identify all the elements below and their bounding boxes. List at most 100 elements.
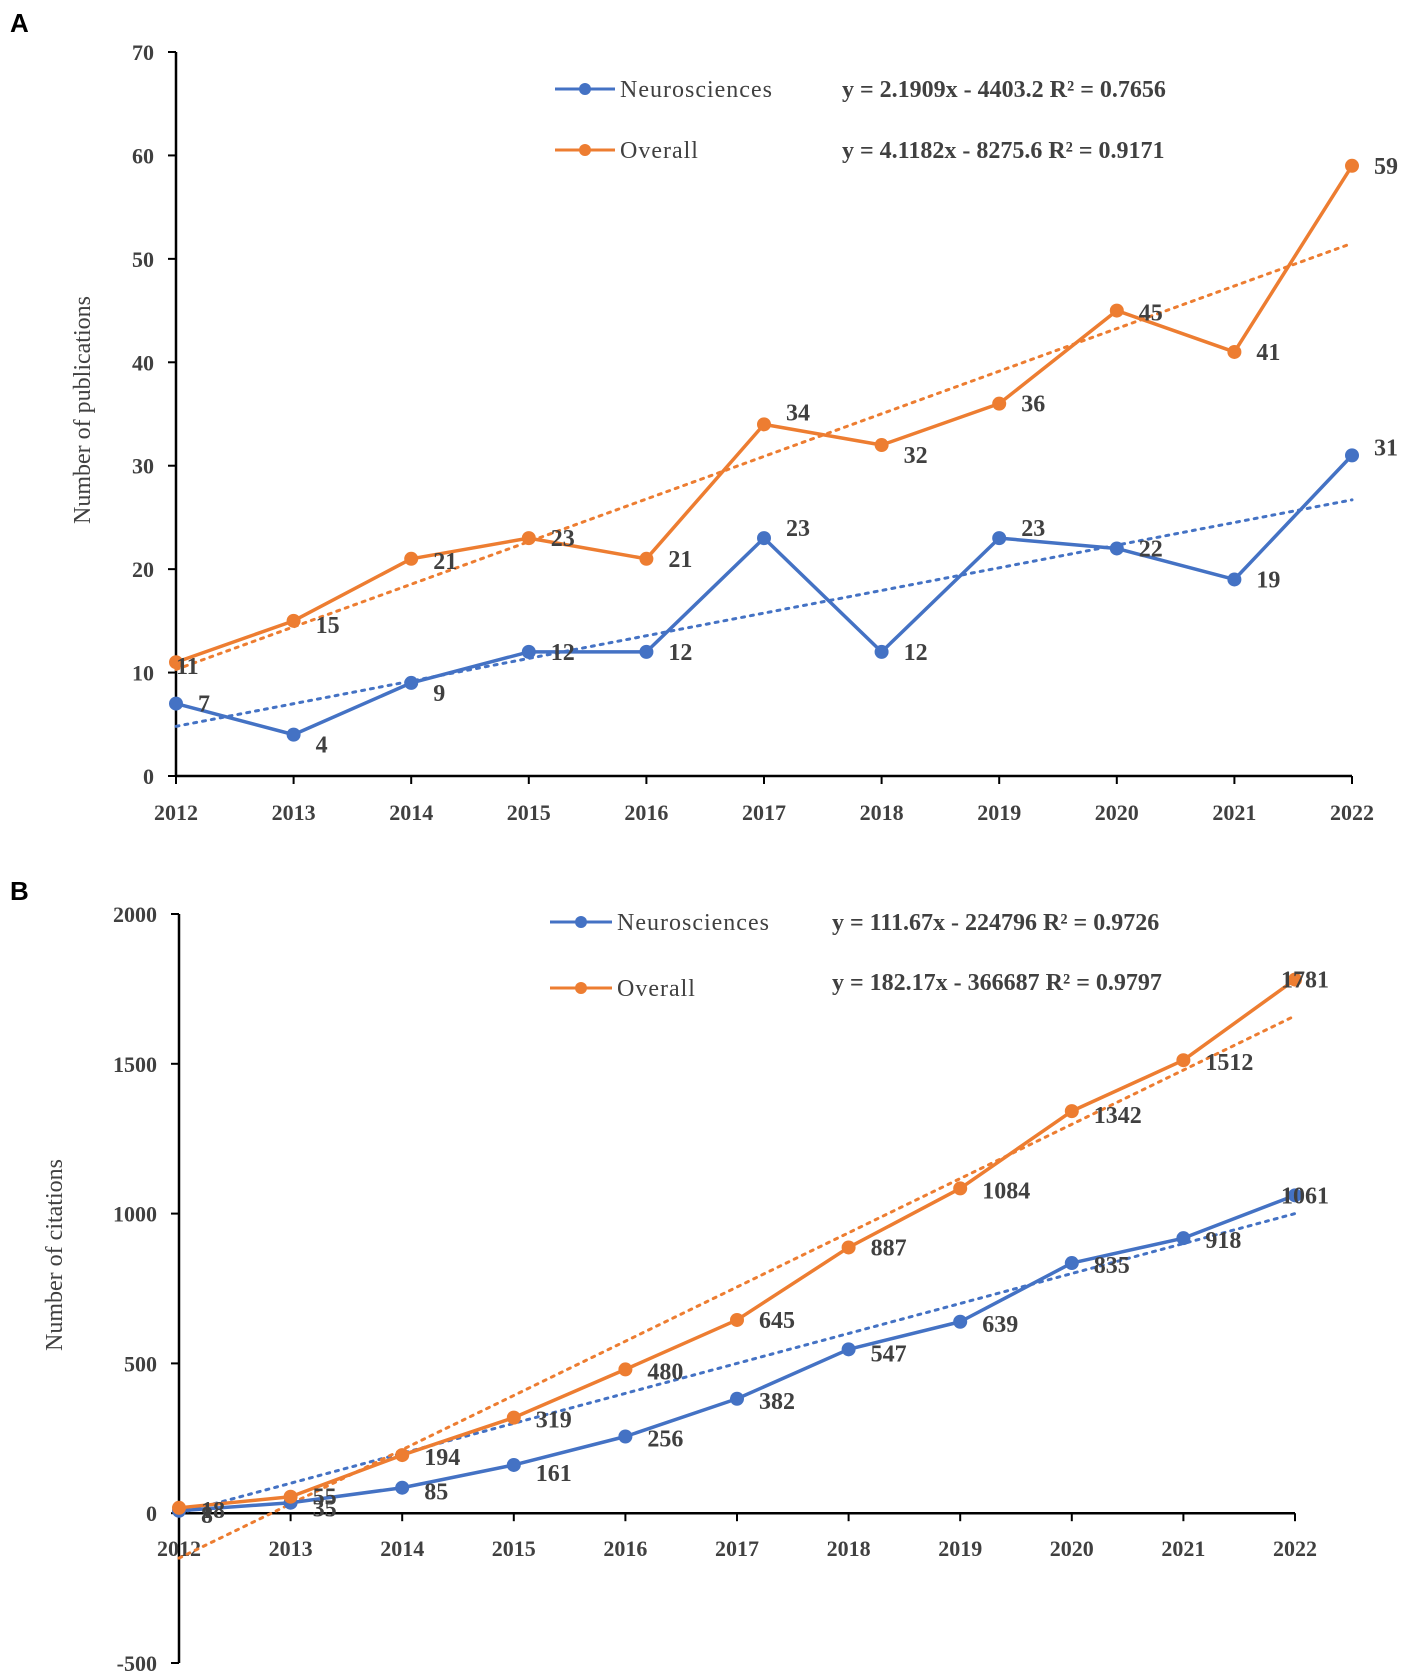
data-label: 36 — [1021, 392, 1045, 418]
data-label: 35 — [313, 1497, 337, 1523]
data-label: 4 — [316, 733, 328, 759]
series-line-overall — [175, 164, 1354, 664]
data-label: 835 — [1094, 1253, 1130, 1279]
data-point — [1176, 1231, 1191, 1246]
x-tick-label: 2017 — [742, 800, 786, 825]
x-tick-label: 2013 — [269, 1536, 313, 1561]
data-label: 645 — [759, 1308, 795, 1334]
x-tick-label: 2019 — [977, 800, 1021, 825]
data-point — [521, 531, 536, 546]
data-point — [841, 1342, 856, 1357]
data-point — [395, 1480, 410, 1495]
data-label: 41 — [1256, 340, 1280, 366]
data-point — [1064, 1104, 1079, 1119]
trendline-neurosciences — [174, 498, 1354, 728]
data-point — [841, 1240, 856, 1255]
data-label: 23 — [786, 516, 810, 542]
data-point — [1288, 1188, 1302, 1203]
data-point — [1345, 158, 1359, 173]
x-tick-label: 2015 — [492, 1536, 536, 1561]
y-tick-label: 10 — [132, 661, 154, 686]
panel-b-legend: Neurosciences y = 111.67x - 224796 R² = … — [550, 910, 1162, 1002]
data-point — [953, 1314, 968, 1329]
data-point — [1345, 448, 1359, 463]
data-point — [1227, 572, 1242, 587]
data-point — [404, 675, 419, 690]
x-tick-label: 2021 — [1212, 800, 1256, 825]
y-tick-label: 2000 — [113, 902, 157, 927]
data-point — [953, 1181, 968, 1196]
data-point — [169, 696, 183, 711]
data-label: 32 — [904, 443, 928, 469]
data-label: 639 — [982, 1312, 1018, 1338]
panel-a-neuro-equation: y = 2.1909x - 4403.2 R² = 0.7656 — [842, 77, 1166, 103]
data-label: 11 — [176, 654, 199, 680]
data-point — [1288, 972, 1302, 987]
data-label: 12 — [668, 640, 692, 666]
panel-b-letter: B — [10, 876, 29, 906]
data-point — [521, 644, 536, 659]
data-label: 918 — [1205, 1228, 1241, 1254]
trendline-neurosciences — [177, 1212, 1297, 1515]
series-line-neurosciences — [178, 1193, 1296, 1513]
data-label: 1342 — [1094, 1103, 1142, 1129]
data-point — [286, 613, 301, 628]
data-point — [1064, 1256, 1079, 1271]
data-label: 55 — [313, 1485, 337, 1511]
data-point — [992, 531, 1007, 546]
data-point — [757, 531, 771, 546]
legend-b-neuro-label: Neurosciences — [617, 910, 770, 936]
data-point — [506, 1457, 521, 1472]
panel-a-chart: Number of publications Neurosciences y =… — [70, 40, 1398, 825]
legend-overall-label: Overall — [620, 138, 699, 164]
x-tick-label: 2013 — [272, 800, 316, 825]
x-tick-label: 2014 — [389, 800, 433, 825]
data-point — [172, 1500, 186, 1515]
data-point — [618, 1362, 633, 1377]
y-tick-label: 1000 — [113, 1202, 157, 1227]
series-line-overall — [178, 978, 1297, 1510]
data-label: 1084 — [982, 1178, 1030, 1204]
data-point — [283, 1489, 298, 1504]
data-label: 59 — [1374, 154, 1398, 180]
panel-a-letter: A — [10, 8, 29, 38]
x-tick-label: 2016 — [624, 800, 668, 825]
data-label: 8 — [201, 1503, 213, 1529]
data-point — [1109, 541, 1124, 556]
data-point — [992, 396, 1007, 411]
data-label: 23 — [551, 526, 575, 552]
x-tick-label: 2018 — [827, 1536, 871, 1561]
x-tick-label: 2014 — [380, 1536, 424, 1561]
data-point — [874, 644, 889, 659]
panel-b-ylabel: Number of citations — [42, 1159, 68, 1351]
data-label: 21 — [668, 547, 692, 573]
y-tick-label: 20 — [132, 557, 154, 582]
data-point — [874, 438, 889, 453]
y-tick-label: 40 — [132, 350, 154, 375]
data-label: 319 — [536, 1408, 572, 1434]
legend-neuro-marker — [579, 83, 591, 95]
data-point — [730, 1312, 744, 1327]
y-tick-label: 50 — [132, 247, 154, 272]
data-label: 45 — [1139, 301, 1163, 327]
data-label: 12 — [551, 640, 575, 666]
data-label: 19 — [1256, 567, 1280, 593]
data-label: 34 — [786, 400, 810, 426]
panel-a-ylabel: Number of publications — [70, 296, 96, 524]
x-tick-label: 2020 — [1050, 1536, 1094, 1561]
data-label: 1512 — [1205, 1050, 1253, 1076]
data-label: 18 — [201, 1498, 225, 1524]
data-label: 31 — [1374, 435, 1398, 461]
data-point — [618, 1429, 633, 1444]
data-label: 1781 — [1281, 968, 1329, 994]
legend-overall-marker — [579, 144, 591, 156]
y-tick-label: 0 — [143, 764, 154, 789]
panel-a-legend: Neurosciences y = 2.1909x - 4403.2 R² = … — [555, 77, 1166, 164]
x-tick-label: 2022 — [1273, 1536, 1317, 1561]
data-point — [639, 644, 654, 659]
data-label: 194 — [424, 1445, 460, 1471]
data-label: 7 — [198, 692, 210, 718]
trendline-overall — [174, 241, 1354, 671]
x-tick-label: 2019 — [938, 1536, 982, 1561]
